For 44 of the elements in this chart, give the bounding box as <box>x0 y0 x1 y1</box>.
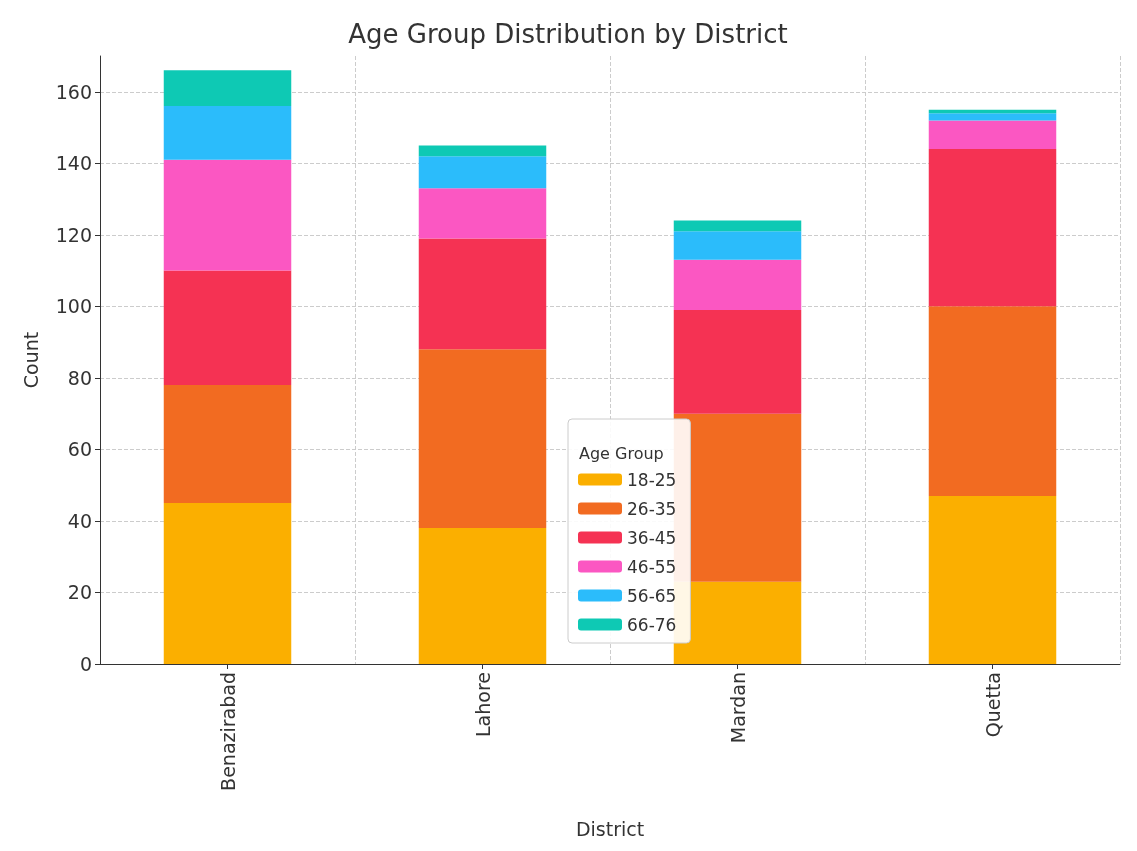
legend-label: 66-76 <box>627 614 677 635</box>
bar <box>418 188 547 239</box>
y-tick-label: 80 <box>67 366 92 389</box>
bar <box>163 270 292 386</box>
y-tick-label: 120 <box>55 223 92 246</box>
bar <box>418 238 547 350</box>
y-tick-label: 140 <box>55 152 92 175</box>
y-tick-label: 100 <box>55 295 92 318</box>
bar <box>928 120 1057 149</box>
bar <box>163 159 292 271</box>
bar <box>673 220 802 232</box>
bar <box>928 113 1057 121</box>
bar <box>673 259 802 310</box>
bar <box>673 309 802 414</box>
bar <box>928 148 1057 307</box>
legend-title: Age Group <box>579 443 664 463</box>
y-tick-label: 0 <box>79 653 92 675</box>
legend-label: 56-65 <box>627 585 677 606</box>
bar <box>418 145 547 157</box>
legend-label: 46-55 <box>627 556 677 577</box>
legend-label: 36-45 <box>627 527 677 548</box>
x-tick-label: Benazirabad <box>216 672 239 791</box>
y-tick-label: 40 <box>67 509 92 532</box>
chart-title: Age Group Distribution by District <box>348 19 788 49</box>
y-axis-title: Count <box>19 331 42 389</box>
bar <box>673 231 802 260</box>
bar <box>928 306 1057 496</box>
bar <box>418 156 547 189</box>
bar <box>418 528 547 664</box>
legend-label: 26-35 <box>627 498 677 519</box>
y-tick-label: 160 <box>55 80 92 103</box>
bar <box>418 349 547 529</box>
x-tick-label: Mardan <box>726 672 749 744</box>
legend-label: 18-25 <box>627 469 677 490</box>
y-tick-label: 60 <box>67 438 92 461</box>
bar <box>163 385 292 504</box>
bar <box>163 70 292 107</box>
x-axis-title: District <box>575 817 645 840</box>
x-tick-label: Lahore <box>471 672 494 737</box>
bar <box>163 106 292 160</box>
y-tick-label: 20 <box>67 581 92 604</box>
bar <box>163 503 292 664</box>
x-tick-label: Quetta <box>981 672 1004 738</box>
bar <box>928 495 1057 664</box>
